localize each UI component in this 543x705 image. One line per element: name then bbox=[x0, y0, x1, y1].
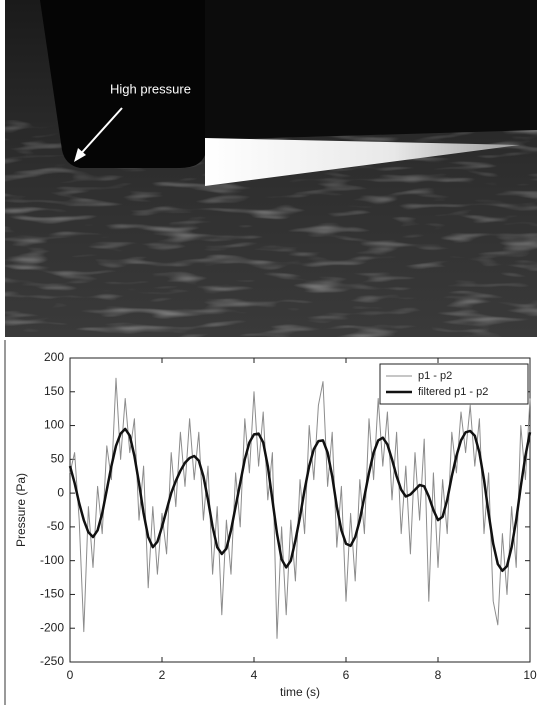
legend-label: filtered p1 - p2 bbox=[418, 386, 488, 398]
series-line bbox=[69, 377, 531, 639]
x-axis-label: time (s) bbox=[280, 685, 320, 699]
y-tick-label: 0 bbox=[57, 485, 64, 499]
legend-label: p1 - p2 bbox=[418, 370, 452, 382]
y-tick-label: -200 bbox=[40, 620, 64, 634]
y-tick-label: -50 bbox=[47, 519, 65, 533]
x-tick-label: 8 bbox=[435, 668, 442, 682]
x-tick-label: 0 bbox=[67, 668, 74, 682]
y-tick-label: -150 bbox=[40, 587, 64, 601]
x-tick-label: 2 bbox=[159, 668, 166, 682]
y-tick-label: 50 bbox=[51, 452, 65, 466]
x-tick-label: 4 bbox=[251, 668, 258, 682]
y-tick-label: -100 bbox=[40, 553, 64, 567]
y-axis-label: Pressure (Pa) bbox=[14, 473, 28, 547]
x-tick-label: 6 bbox=[343, 668, 350, 682]
series-line bbox=[68, 427, 532, 573]
chart: time (s) Pressure (Pa) -250 -200 -150 -100 -… bbox=[14, 350, 537, 699]
photo: High pressure bbox=[5, 0, 537, 337]
y-tick-label: -250 bbox=[40, 654, 64, 668]
annotation: High pressure bbox=[110, 81, 191, 96]
x-tick-label: 10 bbox=[523, 668, 537, 682]
y-tick-label: 200 bbox=[44, 350, 64, 364]
y-tick-label: 150 bbox=[44, 384, 64, 398]
legend-box bbox=[379, 363, 529, 405]
y-tick-label: 100 bbox=[44, 418, 64, 432]
